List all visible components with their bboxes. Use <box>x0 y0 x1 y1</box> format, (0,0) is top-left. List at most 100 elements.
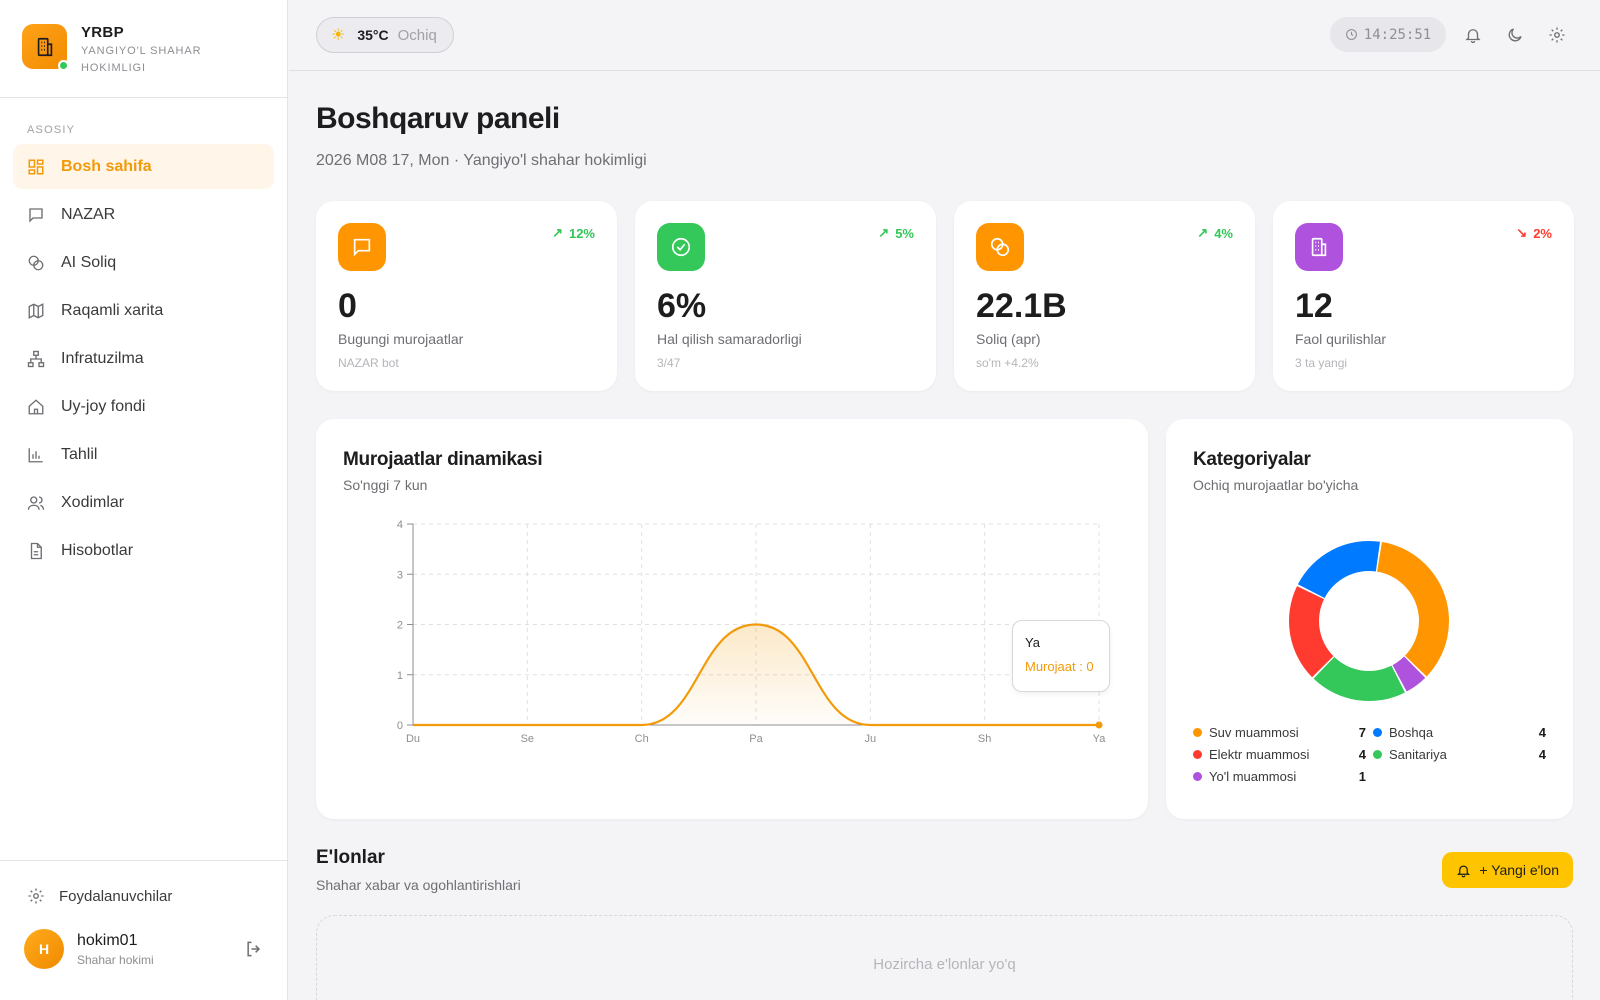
announcements-title: E'lonlar <box>316 847 385 868</box>
message-icon <box>27 206 45 224</box>
new-announcement-button[interactable]: + Yangi e'lon <box>1442 852 1573 888</box>
clock-time: 14:25:51 <box>1363 26 1432 43</box>
y-tick-label: 4 <box>397 519 403 531</box>
legend-value: 4 <box>1358 747 1366 762</box>
moon-icon[interactable] <box>1505 25 1525 45</box>
donut-chart <box>1289 541 1449 701</box>
x-tick-label: Ya <box>1093 733 1107 745</box>
stat-card-murojaatlar[interactable]: ↗ 12% 0 Bugungi murojaatlar NAZAR bot <box>316 201 617 391</box>
sidebar-item-label: Raqamli xarita <box>61 301 164 319</box>
sidebar-item-label: AI Soliq <box>61 253 117 271</box>
brand-logo[interactable] <box>22 24 69 71</box>
page-title: Boshqaruv paneli <box>316 102 560 135</box>
sidebar-item-infratuzilma[interactable]: Infratuzilma <box>13 336 274 381</box>
line-chart-card: Murojaatlar dinamikasi So'nggi 7 kun 0 1 2… <box>316 419 1148 819</box>
gear-icon[interactable] <box>1547 25 1567 45</box>
stat-sub: 3 ta yangi <box>1295 356 1348 370</box>
brand-subtitle: YANGIYO'L SHAHAR HOKIMLIGI <box>81 45 202 74</box>
arrow-up-right-icon: ↗ <box>552 225 563 240</box>
users-link-label: Foydalanuvchilar <box>59 887 173 905</box>
message-icon <box>338 223 386 271</box>
sidebar-item-label: Infratuzilma <box>61 349 144 367</box>
coins-icon <box>27 254 45 272</box>
line-chart: 0 1 2 3 4 Du Se Ch Pa Ju Sh Ya <box>397 519 1107 745</box>
sidebar-item-bosh-sahifa[interactable]: Bosh sahifa <box>13 144 274 189</box>
sidebar-item-xodimlar[interactable]: Xodimlar <box>13 480 274 525</box>
arrow-up-right-icon: ↗ <box>878 225 890 240</box>
sidebar-item-label: Xodimlar <box>61 493 125 511</box>
avatar[interactable]: H <box>24 929 64 969</box>
legend-value: 4 <box>1538 725 1546 740</box>
logout-icon[interactable] <box>244 939 264 964</box>
trend-value: 2% <box>1533 225 1552 241</box>
donut-chart-subtitle: Ochiq murojaatlar bo'yicha <box>1193 477 1359 493</box>
building-icon <box>37 37 52 56</box>
stat-card-qurilishlar[interactable]: ↘ 2% 12 Faol qurilishlar 3 ta yangi <box>1273 201 1574 391</box>
legend-item: Suv muammosi 7 <box>1193 725 1366 740</box>
legend-value: 1 <box>1358 769 1366 784</box>
brand-header: YRBP YANGIYO'L SHAHAR HOKIMLIGI <box>0 0 287 98</box>
stat-sub: so'm +4.2% <box>976 356 1039 370</box>
sidebar-item-label: Uy-joy fondi <box>61 397 146 415</box>
legend-dot <box>1193 750 1202 759</box>
trend-badge: ↘ 2% <box>1516 225 1552 241</box>
donut-slice <box>1289 586 1334 678</box>
user-name: hokim01 <box>77 931 138 949</box>
y-tick-label: 0 <box>397 720 403 732</box>
y-tick-label: 2 <box>397 620 403 632</box>
dashboard-icon <box>27 158 45 176</box>
sidebar-item-ai-soliq[interactable]: AI Soliq <box>13 240 274 285</box>
legend-label: Sanitariya <box>1389 747 1447 762</box>
trend-value: 4% <box>1214 225 1233 241</box>
sidebar-item-hisobotlar[interactable]: Hisobotlar <box>13 528 274 573</box>
coins-icon <box>976 223 1024 271</box>
brand-title: YRBP <box>81 24 124 41</box>
network-icon <box>27 350 45 368</box>
bell-icon <box>1456 863 1471 878</box>
sidebar-item-label: NAZAR <box>61 205 116 223</box>
trend-value: 5% <box>895 225 914 241</box>
stat-label: Hal qilish samaradorligi <box>657 331 802 347</box>
trend-badge: ↗ 4% <box>1197 225 1233 241</box>
sidebar-item-label: Hisobotlar <box>61 541 134 559</box>
stat-label: Soliq (apr) <box>976 331 1041 347</box>
legend-dot <box>1193 772 1202 781</box>
x-tick-label: Ju <box>865 733 877 745</box>
trend-value: 12% <box>568 225 595 241</box>
donut-slice <box>1392 656 1426 692</box>
chart-tooltip: Ya Murojaat : 0 <box>1012 620 1110 692</box>
legend-value: 4 <box>1538 747 1546 762</box>
users-link[interactable]: Foydalanuvchilar <box>0 861 288 905</box>
legend-value: 7 <box>1358 725 1366 740</box>
legend-item: Elektr muammosi 4 <box>1193 747 1366 762</box>
sidebar-item-tahlil[interactable]: Tahlil <box>13 432 274 477</box>
stat-value: 0 <box>338 287 357 325</box>
clock: 14:25:51 <box>1330 17 1446 52</box>
weather-temperature: 35°C <box>357 27 389 43</box>
bell-icon[interactable] <box>1463 25 1483 45</box>
weather-condition: Ochiq <box>397 26 437 44</box>
sidebar-item-label: Tahlil <box>61 445 98 463</box>
sidebar-item-nazar[interactable]: NAZAR <box>13 192 274 237</box>
weather-widget[interactable]: ☀ 35°C Ochiq <box>316 17 454 53</box>
legend-dot <box>1373 750 1382 759</box>
check-circle-icon <box>657 223 705 271</box>
stat-card-soliq[interactable]: ↗ 4% 22.1B Soliq (apr) so'm +4.2% <box>954 201 1255 391</box>
donut-chart-title: Kategoriyalar <box>1193 449 1311 470</box>
user-profile: H hokim01 Shahar hokimi <box>0 905 288 969</box>
donut-chart-card: Kategoriyalar Ochiq murojaatlar bo'yicha… <box>1166 419 1573 819</box>
document-icon <box>27 542 45 560</box>
x-tick-label: Ch <box>635 733 649 745</box>
stat-card-samaradorlik[interactable]: ↗ 5% 6% Hal qilish samaradorligi 3/47 <box>635 201 936 391</box>
sidebar-item-label: Bosh sahifa <box>61 157 152 175</box>
stat-label: Faol qurilishlar <box>1295 331 1387 347</box>
stat-sub: 3/47 <box>657 356 681 370</box>
page-subtitle: 2026 M08 17, Mon · Yangiyo'l shahar hoki… <box>316 152 647 169</box>
map-icon <box>27 302 45 320</box>
stat-sub: NAZAR bot <box>338 356 399 370</box>
sidebar-item-uy-joy-fondi[interactable]: Uy-joy fondi <box>13 384 274 429</box>
online-status-dot <box>58 60 69 71</box>
x-tick-label: Sh <box>978 733 991 745</box>
sidebar-item-raqamli-xarita[interactable]: Raqamli xarita <box>13 288 274 333</box>
donut-slice <box>1313 657 1405 701</box>
